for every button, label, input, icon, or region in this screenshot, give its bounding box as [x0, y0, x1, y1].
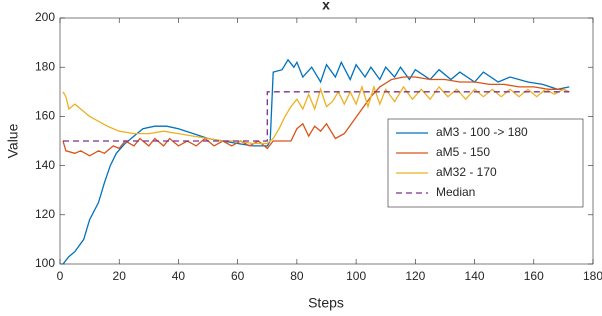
y-tick-label: 120: [35, 207, 55, 221]
chart-title: x: [322, 0, 330, 13]
x-tick-label: 100: [346, 269, 366, 283]
y-tick-label: 140: [35, 158, 55, 172]
x-tick-label: 120: [405, 269, 425, 283]
x-tick-label: 160: [524, 269, 544, 283]
series-line: [62, 76, 570, 157]
legend-label: Median: [436, 185, 475, 199]
legend-label: aM3 - 100 -> 180: [436, 125, 528, 139]
x-tick-label: 140: [465, 269, 485, 283]
x-tick-label: 40: [172, 269, 186, 283]
x-axis-label: Steps: [308, 295, 344, 311]
series-line: [63, 91, 570, 142]
y-tick-label: 100: [35, 256, 55, 270]
series-line: [62, 84, 570, 145]
legend-label: aM5 - 150: [436, 145, 490, 159]
y-axis-label: Value: [5, 123, 21, 158]
x-tick-label: 60: [231, 269, 245, 283]
series-line: [62, 58, 570, 265]
x-tick-label: 80: [290, 269, 304, 283]
y-tick-label: 180: [35, 59, 55, 73]
legend-label: aM32 - 170: [436, 165, 497, 179]
x-tick-label: 0: [57, 269, 64, 283]
x-tick-label: 180: [583, 269, 602, 283]
y-tick-label: 160: [35, 109, 55, 123]
x-tick-label: 20: [113, 269, 127, 283]
legend-box: [387, 118, 584, 208]
y-tick-label: 200: [35, 10, 55, 24]
